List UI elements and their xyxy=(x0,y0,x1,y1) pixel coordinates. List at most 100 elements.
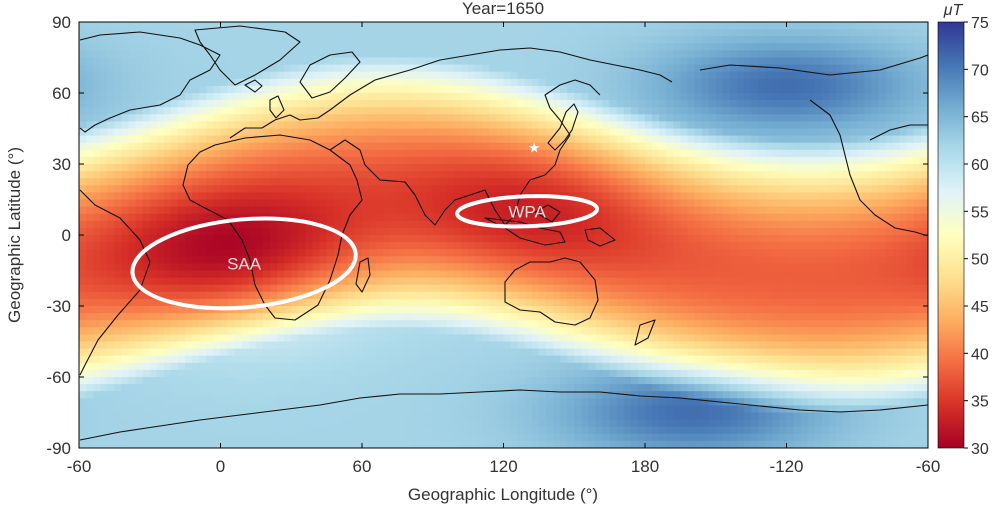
heatmap-cell xyxy=(524,93,533,101)
heatmap-cell xyxy=(793,57,802,66)
heatmap-cell xyxy=(404,213,413,222)
heatmap-cell xyxy=(128,313,137,321)
heatmap-cell xyxy=(369,235,377,243)
heatmap-cell xyxy=(213,227,222,236)
heatmap-cell xyxy=(227,85,236,94)
heatmap-cell xyxy=(828,156,837,165)
heatmap-cell xyxy=(404,291,413,300)
heatmap-cell xyxy=(885,298,894,307)
heatmap-cell xyxy=(262,270,271,279)
heatmap-cell xyxy=(114,64,123,73)
heatmap-cell xyxy=(560,142,568,151)
heatmap-cell xyxy=(411,291,420,300)
heatmap-cell xyxy=(637,100,646,108)
heatmap-cell xyxy=(680,107,689,115)
heatmap-cell xyxy=(425,227,434,236)
heatmap-cell xyxy=(878,227,887,236)
heatmap-cell xyxy=(751,242,759,250)
heatmap-cell xyxy=(510,93,519,101)
heatmap-cell xyxy=(708,135,717,144)
heatmap-cell xyxy=(616,164,625,172)
heatmap-cell xyxy=(765,50,773,59)
heatmap-cell xyxy=(369,213,377,222)
heatmap-cell xyxy=(107,164,115,172)
heatmap-cell xyxy=(234,256,243,264)
heatmap-cell xyxy=(93,185,101,193)
heatmap-cell xyxy=(772,107,781,115)
heatmap-cell xyxy=(489,57,498,66)
heatmap-cell xyxy=(255,206,264,215)
heatmap-cell xyxy=(312,171,321,179)
heatmap-cell xyxy=(185,100,193,108)
heatmap-cell xyxy=(432,171,441,179)
heatmap-cell xyxy=(291,164,299,172)
heatmap-cell xyxy=(595,85,604,94)
heatmap-cell xyxy=(255,242,264,250)
heatmap-cell xyxy=(369,263,377,272)
heatmap-cell xyxy=(270,107,278,115)
heatmap-cell xyxy=(517,135,526,144)
heatmap-cell xyxy=(687,227,696,236)
heatmap-cell xyxy=(722,227,731,236)
heatmap-cell xyxy=(503,156,512,165)
heatmap-cell xyxy=(828,192,837,201)
heatmap-cell xyxy=(86,121,94,130)
heatmap-cell xyxy=(248,71,257,80)
heatmap-cell xyxy=(489,71,498,80)
heatmap-cell xyxy=(369,256,377,264)
heatmap-cell xyxy=(291,291,299,300)
heatmap-cell xyxy=(305,249,314,257)
heatmap-cell xyxy=(220,164,229,172)
heatmap-cell xyxy=(312,270,321,279)
heatmap-cell xyxy=(496,78,505,87)
heatmap-cell xyxy=(468,192,476,201)
heatmap-cell xyxy=(645,171,653,179)
heatmap-cell xyxy=(751,213,759,222)
heatmap-cell xyxy=(602,78,611,87)
heatmap-cell xyxy=(765,135,773,144)
heatmap-cell xyxy=(545,50,554,59)
heatmap-cell xyxy=(107,298,115,307)
heatmap-cell xyxy=(170,142,179,151)
heatmap-cell xyxy=(135,93,144,101)
heatmap-cell xyxy=(694,284,703,293)
heatmap-cell xyxy=(920,29,928,37)
heatmap-cell xyxy=(623,256,632,264)
heatmap-cell xyxy=(114,100,123,108)
heatmap-cell xyxy=(383,50,391,59)
heatmap-cell xyxy=(878,185,887,193)
heatmap-cell xyxy=(920,263,928,272)
heatmap-cell xyxy=(248,149,257,158)
heatmap-cell xyxy=(807,43,816,51)
heatmap-cell xyxy=(390,107,398,115)
heatmap-cell xyxy=(86,57,94,66)
heatmap-cell xyxy=(722,36,731,44)
heatmap-cell xyxy=(475,185,483,193)
heatmap-cell xyxy=(192,57,200,66)
heatmap-cell xyxy=(560,178,568,186)
heatmap-cell xyxy=(439,114,448,122)
heatmap-cell xyxy=(871,291,880,300)
heatmap-cell xyxy=(432,192,441,201)
heatmap-cell xyxy=(482,235,490,243)
heatmap-cell xyxy=(786,206,795,215)
heatmap-cell xyxy=(128,291,137,300)
heatmap-cell xyxy=(340,121,349,130)
heatmap-cell xyxy=(432,149,441,158)
heatmap-cell xyxy=(362,71,370,80)
heatmap-cell xyxy=(531,256,540,264)
heatmap-cell xyxy=(107,213,115,222)
heatmap-cell xyxy=(170,36,179,44)
heatmap-cell xyxy=(404,114,413,122)
heatmap-cell xyxy=(659,57,667,66)
heatmap-cell xyxy=(100,313,108,321)
heatmap-cell xyxy=(630,178,639,186)
heatmap-cell xyxy=(772,277,781,286)
heatmap-cell xyxy=(595,22,604,30)
heatmap-cell xyxy=(156,128,165,137)
heatmap-cell xyxy=(107,220,115,229)
heatmap-cell xyxy=(482,313,490,321)
heatmap-cell xyxy=(248,256,257,264)
heatmap-cell xyxy=(234,213,243,222)
heatmap-cell xyxy=(503,263,512,272)
